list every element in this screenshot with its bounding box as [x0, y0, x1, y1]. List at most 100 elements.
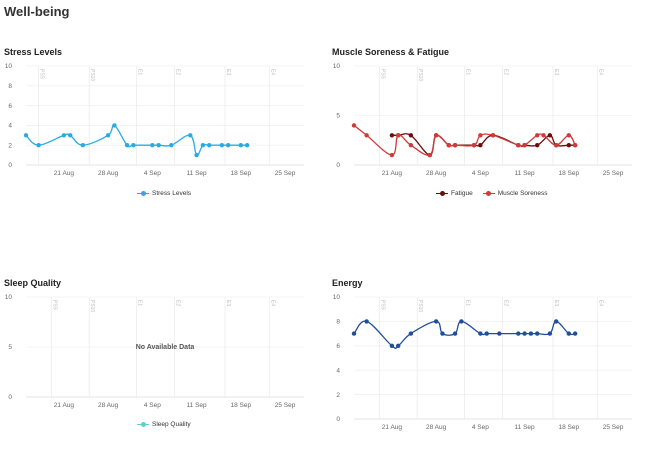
muscle-chart-title: Muscle Soreness & Fatigue [332, 47, 450, 57]
legend-item[interactable]: Muscle Soreness [482, 190, 548, 197]
x-tick-label: 21 Aug [54, 170, 75, 177]
data-point [80, 143, 86, 148]
no-data-message: No Available Data [136, 344, 195, 351]
phase-label: E4 [269, 300, 275, 306]
x-tick-label: 28 Aug [98, 170, 119, 177]
phase-label: E2 [502, 69, 508, 75]
sleep-legend: Sleep Quality [137, 421, 191, 428]
x-tick-label: 18 Sep [231, 170, 252, 177]
y-tick-label: 10 [5, 294, 13, 301]
phase-label: E3 [553, 69, 559, 75]
data-point [535, 133, 540, 138]
data-point [535, 331, 540, 336]
x-tick-label: 28 Aug [98, 402, 119, 409]
y-tick-label: 4 [336, 367, 340, 374]
legend-label: Muscle Soreness [497, 190, 548, 197]
data-point [433, 319, 439, 324]
y-tick-label: 10 [5, 63, 13, 70]
data-point [547, 331, 553, 336]
data-point [553, 143, 559, 148]
phase-label: E2 [174, 300, 180, 306]
y-tick-label: 6 [8, 103, 12, 110]
phase-label: E3 [225, 69, 231, 75]
legend-swatch-icon [482, 191, 495, 197]
x-tick-label: 25 Sep [603, 424, 624, 431]
phase-label: PS10 [417, 69, 423, 81]
phase-label: E1 [465, 69, 471, 75]
phase-label: E1 [465, 300, 471, 306]
data-point [408, 331, 414, 336]
data-point [105, 133, 111, 138]
data-point [566, 331, 572, 336]
x-tick-label: 11 Sep [515, 170, 536, 177]
phase-label: E4 [597, 300, 603, 306]
data-point [364, 319, 369, 324]
data-point [553, 319, 559, 324]
data-point [169, 143, 174, 148]
data-point [471, 143, 477, 148]
data-point [351, 123, 357, 128]
data-point [238, 143, 244, 148]
data-point [535, 143, 540, 148]
x-tick-label: 4 Sep [472, 170, 489, 177]
legend-label: Fatigue [451, 190, 473, 197]
data-point [459, 319, 464, 324]
data-point [446, 143, 451, 148]
y-tick-label: 5 [336, 113, 340, 120]
x-tick-label: 25 Sep [275, 170, 296, 177]
y-tick-label: 8 [336, 319, 340, 326]
data-point [408, 133, 414, 138]
data-point [124, 143, 130, 148]
data-point [427, 152, 433, 158]
legend-label: Sleep Quality [152, 421, 191, 428]
x-tick-label: 28 Aug [426, 424, 447, 431]
energy-chart-title: Energy [332, 278, 363, 288]
page-title: Well-being [4, 4, 70, 19]
muscle-legend: Fatigue Muscle Soreness [436, 190, 548, 197]
x-tick-label: 21 Aug [382, 170, 403, 177]
phase-label: E1 [137, 300, 143, 306]
data-point [225, 143, 231, 148]
data-point [389, 133, 395, 138]
phase-label: PSS [51, 300, 57, 311]
data-point [497, 331, 502, 336]
legend-item[interactable]: Fatigue [436, 190, 473, 197]
data-point [516, 143, 521, 148]
x-tick-label: 4 Sep [472, 424, 489, 431]
data-point [541, 133, 546, 138]
data-point [351, 331, 357, 336]
data-point [188, 133, 193, 138]
data-point [36, 143, 41, 148]
data-point [484, 331, 489, 336]
x-tick-label: 28 Aug [426, 170, 447, 177]
x-tick-label: 25 Sep [603, 170, 624, 177]
data-point [131, 143, 136, 148]
data-point [433, 133, 439, 138]
data-point [490, 133, 496, 138]
data-point [68, 133, 73, 138]
phase-label: E3 [553, 300, 559, 306]
y-tick-label: 10 [333, 63, 341, 70]
legend-swatch-icon [137, 422, 149, 428]
phase-label: E4 [269, 69, 275, 75]
data-point [112, 123, 117, 128]
data-point [194, 152, 199, 158]
phase-label: PS10 [417, 300, 423, 312]
stress-legend: Stress Levels [137, 190, 191, 197]
data-point [396, 133, 401, 138]
data-point [572, 331, 578, 336]
phase-label: PSS [379, 69, 385, 80]
data-point [478, 143, 483, 148]
legend-item[interactable]: Sleep Quality [137, 421, 191, 428]
data-point [207, 143, 212, 148]
x-tick-label: 25 Sep [275, 402, 296, 409]
data-point [364, 133, 369, 138]
data-point [478, 133, 483, 138]
legend-item[interactable]: Stress Levels [137, 190, 191, 197]
data-point [522, 331, 527, 336]
x-tick-label: 11 Sep [187, 170, 208, 177]
data-point [572, 143, 578, 148]
data-point [528, 331, 534, 336]
